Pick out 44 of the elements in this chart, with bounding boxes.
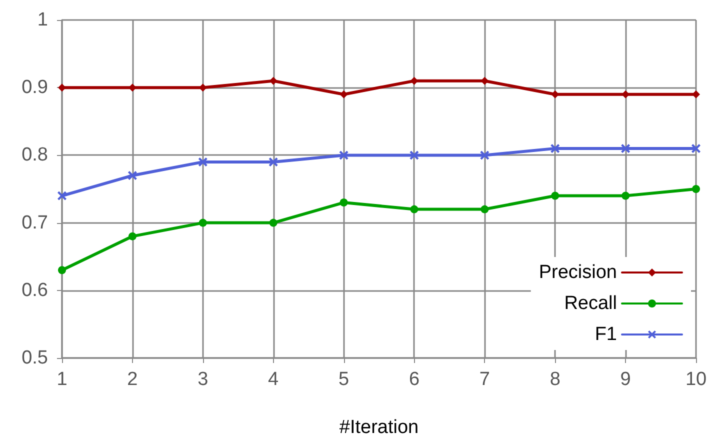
x-tick-label: 1 (56, 369, 68, 390)
y-tick-label: 0.6 (22, 280, 48, 301)
point (268, 157, 278, 166)
x-tick-label: 7 (479, 369, 490, 390)
point (58, 191, 66, 200)
point (480, 150, 490, 160)
x-tick-label: 4 (268, 369, 280, 390)
point (128, 170, 137, 180)
point (692, 90, 700, 98)
point (410, 150, 419, 160)
x-tick-label: 10 (685, 369, 707, 390)
point (622, 192, 630, 200)
point (58, 266, 66, 274)
legend-label: Precision (538, 262, 617, 283)
point (339, 150, 348, 160)
y-tick-label: 0.8 (22, 144, 48, 166)
y-tick-label: 0.5 (22, 348, 48, 368)
point (551, 192, 560, 200)
x-tick-label: 9 (620, 369, 631, 390)
x-axis-title: #Iteration (339, 417, 419, 438)
point (269, 76, 278, 85)
point (128, 232, 136, 240)
point (621, 144, 630, 153)
x-tick-label: 5 (338, 369, 350, 390)
point (692, 144, 700, 153)
y-tick-label: 0.9 (22, 77, 48, 98)
y-tick-label: 1 (37, 10, 48, 30)
point (340, 198, 348, 207)
point (269, 218, 278, 227)
legend-label: Recall (564, 293, 617, 314)
point (340, 90, 348, 98)
point (480, 76, 489, 85)
x-tick-label: 3 (198, 369, 208, 390)
point (480, 205, 489, 214)
y-tick-label: 0.7 (22, 212, 48, 234)
x-tick-label: 6 (408, 369, 420, 390)
point (198, 218, 207, 227)
x-tick-label: 2 (127, 369, 138, 390)
point (410, 205, 418, 214)
point (198, 157, 208, 166)
legend-label: F1 (594, 324, 617, 345)
point (550, 144, 560, 153)
point (692, 185, 700, 193)
x-tick-label: 8 (550, 369, 560, 390)
